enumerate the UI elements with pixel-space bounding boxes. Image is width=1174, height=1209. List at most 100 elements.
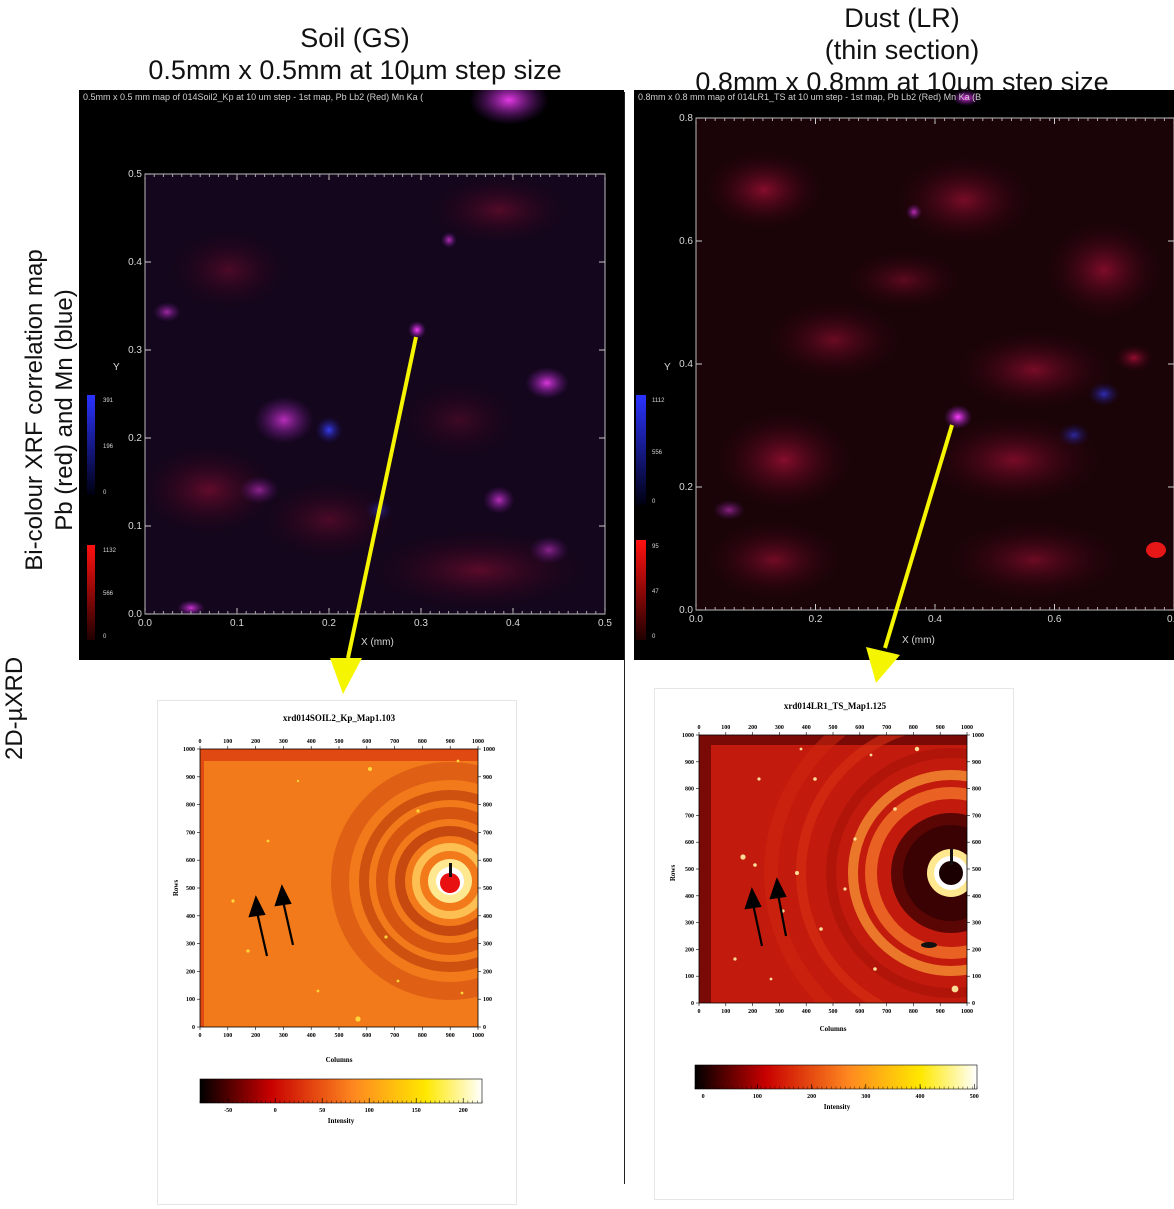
xrd-y-tick-label: 600: [186, 858, 195, 864]
xrd-dust-y-label: Rows: [669, 865, 677, 882]
xrd-x-tick-label-top: 700: [390, 739, 399, 745]
xrd-y-tick-label-right: 0: [972, 1001, 975, 1007]
xrd-y-tick-label: 1000: [682, 733, 694, 739]
xrd-x-tick-label: 0: [199, 1033, 202, 1039]
xrd-x-tick-label: 300: [279, 1033, 288, 1039]
xrd-x-tick-label-top: 600: [362, 739, 371, 745]
x-tick-label: 0.1: [230, 618, 244, 629]
xrd-y-tick-label-right: 900: [483, 775, 492, 781]
xrd-y-tick-label: 500: [685, 867, 694, 873]
xrd-x-tick-label-top: 0: [698, 725, 701, 731]
xrd-y-tick-label: 200: [186, 969, 195, 975]
xrf-dust-red-scale-min: 0: [652, 634, 656, 640]
colorbar-tick-label: 100: [753, 1094, 762, 1100]
xrd-x-tick-label-top: 900: [936, 725, 945, 731]
y-tick-label: 0.0: [679, 605, 693, 616]
xrd-row-label-text: 2D-µXRD: [1, 656, 28, 760]
xrd-y-tick-label-right: 500: [972, 867, 981, 873]
x-tick-label: 0.5: [598, 618, 612, 629]
x-tick-label: 0.6: [1048, 614, 1062, 625]
dust-heading-line1: Dust (LR): [844, 3, 960, 33]
xrd-y-tick-label-right: 800: [972, 787, 981, 793]
xrd-soil-pattern: xrd014SOIL2_Kp_Map1.103 0 0 0 0 100 100 100 100…: [157, 700, 517, 1205]
colorbar-tick-label: 500: [970, 1094, 979, 1100]
xrf-soil-red-scale-max: 1132: [103, 548, 117, 554]
xrd-x-tick-label-top: 400: [307, 739, 316, 745]
y-tick-label: 0.4: [128, 257, 142, 268]
xrd-x-tick-label: 400: [307, 1033, 316, 1039]
y-tick-label: 0.2: [128, 433, 142, 444]
xrf-dust-red-scale: [636, 540, 646, 640]
xrd-x-tick-label-top: 800: [418, 739, 427, 745]
xrd-x-tick-label-top: 100: [223, 739, 232, 745]
soil-column-heading: Soil (GS) 0.5mm x 0.5mm at 10µm step siz…: [90, 22, 620, 86]
xrd-x-tick-label-top: 800: [909, 725, 918, 731]
y-tick-label: 0.3: [128, 345, 142, 356]
xrd-x-tick-label-top: 600: [855, 725, 864, 731]
x-tick-label: 0.4: [506, 618, 520, 629]
xrd-y-tick-label-right: 200: [483, 969, 492, 975]
xrd-x-tick-label-top: 0: [199, 739, 202, 745]
y-tick-label: 0.5: [128, 169, 142, 180]
xrd-dust-title: xrd014LR1_TS_Map1.125: [784, 701, 887, 711]
y-tick-label: 0.4: [679, 359, 693, 370]
xrf-dust-red-scale-mid: 47: [652, 589, 659, 595]
xrd-y-tick-label: 100: [685, 974, 694, 980]
xrd-x-tick-label: 0: [698, 1009, 701, 1015]
y-tick-label: 0.8: [679, 113, 693, 124]
xrd-y-tick-label: 300: [186, 942, 195, 948]
xrd-y-tick-label: 900: [186, 775, 195, 781]
xrd-soil-colorbar-label: Intensity: [328, 1117, 355, 1125]
xrd-soil-image: [200, 749, 478, 1027]
colorbar-tick-label: 0: [702, 1094, 705, 1100]
xrd-y-tick-label: 700: [685, 813, 694, 819]
xrd-x-tick-label: 600: [855, 1009, 864, 1015]
xrf-soil-red-scale: [87, 545, 95, 640]
x-tick-label: 0.4: [928, 614, 942, 625]
xrf-row-label-line2: Pb (red) and Mn (blue): [51, 289, 78, 531]
xrd-x-tick-label-top: 900: [446, 739, 455, 745]
xrd-dust-colorbar-label: Intensity: [824, 1103, 851, 1111]
xrd-x-tick-label-top: 200: [251, 739, 260, 745]
xrf-soil-caption: 0.5mm x 0.5 mm map of 014Soil2_Kp at 10 …: [83, 92, 424, 102]
xrd-x-tick-label-top: 300: [775, 725, 784, 731]
xrd-x-tick-label-top: 1000: [472, 739, 484, 745]
xrd-y-tick-label-right: 400: [972, 894, 981, 900]
xrd-y-tick-label-right: 1000: [483, 747, 495, 753]
xrd-y-tick-label-right: 500: [483, 886, 492, 892]
xrd-y-tick-label: 300: [685, 921, 694, 927]
xrf-soil-blue-scale-mid: 196: [103, 444, 114, 450]
colorbar-tick-label: 200: [807, 1094, 816, 1100]
y-tick-label: 0.1: [128, 521, 142, 532]
xrd-x-tick-label: 500: [335, 1033, 344, 1039]
xrd-y-tick-label: 500: [186, 886, 195, 892]
colorbar-tick-label: 200: [459, 1108, 468, 1114]
xrd-x-tick-label: 700: [390, 1033, 399, 1039]
xrd-y-tick-label-right: 600: [483, 858, 492, 864]
x-tick-label: 0.0: [138, 618, 152, 629]
xrd-dust-colorbar-axes: 0 100 200 300 400 500: [694, 1084, 979, 1100]
xrd-y-tick-label-right: 900: [972, 760, 981, 766]
xrf-dust-x-label: X (mm): [902, 635, 935, 646]
colorbar-tick-label: 400: [916, 1094, 925, 1100]
xrd-y-tick-label: 900: [685, 760, 694, 766]
xrd-x-tick-label: 1000: [961, 1009, 973, 1015]
xrd-y-tick-label-right: 800: [483, 803, 492, 809]
colorbar-tick-label: 50: [319, 1108, 325, 1114]
xrd-x-tick-label: 200: [251, 1033, 260, 1039]
xrf-soil-blue-scale-max: 391: [103, 398, 114, 404]
xrf-dust-texture: [696, 90, 1174, 610]
x-tick-label: 0.0: [689, 614, 703, 625]
xrd-x-tick-label: 100: [223, 1033, 232, 1039]
x-tick-label: 0.2: [322, 618, 336, 629]
y-tick-label: 0.0: [128, 609, 142, 620]
xrd-y-tick-label: 800: [685, 787, 694, 793]
xrd-x-tick-label: 800: [909, 1009, 918, 1015]
xrd-y-tick-label: 700: [186, 830, 195, 836]
xrd-y-tick-label-right: 600: [972, 840, 981, 846]
x-tick-label: 0.3: [414, 618, 428, 629]
xrd-y-tick-label-right: 400: [483, 914, 492, 920]
xrd-x-tick-label: 300: [775, 1009, 784, 1015]
xrd-y-tick-label: 800: [186, 803, 195, 809]
